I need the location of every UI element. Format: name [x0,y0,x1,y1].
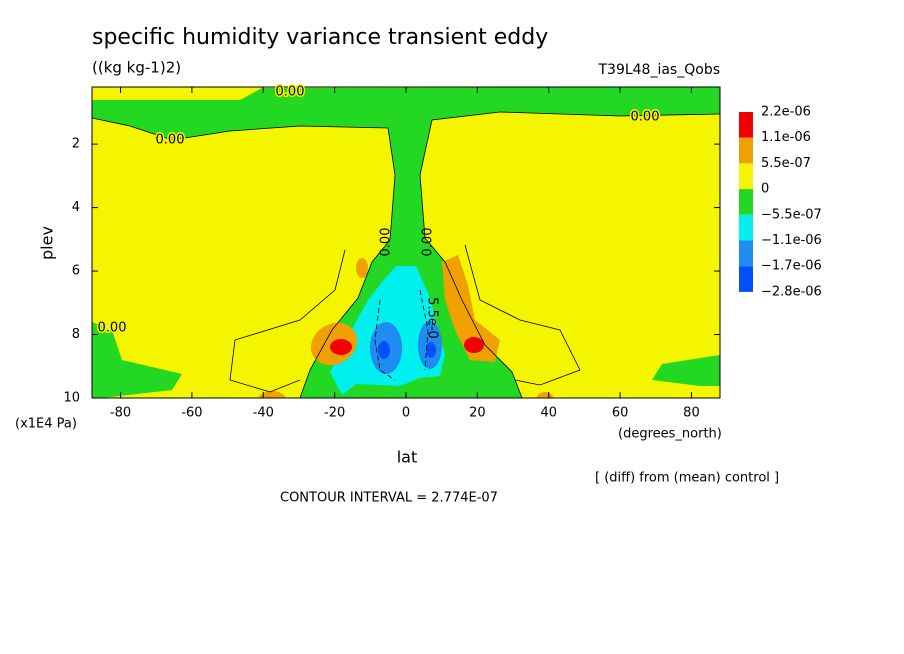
contour-region [442,255,500,362]
x-tick-label: -60 [181,406,202,421]
colorbar-box [739,266,753,292]
colorbar-label: −1.7e-06 [761,259,822,274]
contour-label: 0.00 [156,133,185,148]
contour-region [92,322,182,398]
colorbar-box [739,240,753,267]
x-tick-label: -20 [324,406,345,421]
contour-label: 0.00 [379,228,394,257]
y-tick-label: 10 [63,391,80,406]
colorbar-box [739,189,753,215]
contour-region [536,392,554,398]
y-axis-label: plev [38,226,57,260]
contour-line [229,249,346,393]
contour-region [652,355,720,386]
contour-line [419,111,720,398]
x-tick-label: 0 [402,406,410,421]
run-label: T39L48_ias_Qobs [597,62,720,78]
x-tick-label: 80 [683,406,700,421]
note: [ (diff) from (mean) control ] [595,471,779,486]
chart-title: specific humidity variance transient edd… [92,25,548,50]
contour-label: 0.00 [631,110,660,125]
contour-region [426,342,436,358]
x-tick-label: 40 [540,406,557,421]
colorbar-label: 0 [761,182,769,197]
contour-region [464,337,484,353]
y-tick-label: 2 [72,137,80,152]
colorbar-label: −2.8e-06 [761,284,822,299]
colorbar-box [739,214,753,241]
contour-line [464,244,581,386]
y-axis-units: (x1E4 Pa) [15,417,77,432]
contour-region [92,87,720,398]
x-axis-units: (degrees_north) [618,427,722,442]
y-tick-label: 4 [72,200,80,215]
colorbar-label: 1.1e-06 [761,130,811,145]
contour-field [92,87,720,398]
y-tick-label: 6 [72,264,80,279]
colorbar-box [739,137,753,164]
x-tick-label: -40 [253,406,274,421]
contour-label: 0.00 [276,85,305,100]
colorbar-box [739,112,753,138]
colorbar-label: −1.1e-06 [761,233,822,248]
colorbar-label: 2.2e-06 [761,105,811,120]
chart-subtitle: ((kg kg-1)2) [92,59,181,77]
contour-line [419,289,429,371]
contour-interval: CONTOUR INTERVAL = 2.774E-07 [280,491,498,506]
colorbar-label: 5.5e-07 [761,156,811,171]
contour-line [92,117,396,398]
x-tick-label: 20 [469,406,486,421]
x-axis-label: lat [397,448,418,467]
contour-region [258,391,286,398]
colorbar-label: −5.5e-07 [761,207,822,222]
contour-region [378,341,390,359]
colorbar-box [739,163,753,190]
contour-label: 0.00 [98,321,127,336]
x-tick-label: -80 [110,406,131,421]
y-tick-label: 8 [72,327,80,342]
contour-label: 0.00 [421,228,436,257]
contour-line [374,299,396,381]
x-tick-label: 60 [612,406,629,421]
contour-region [330,339,352,355]
contour-region [356,258,368,278]
contour-label: 5.5e-0 [425,297,440,339]
